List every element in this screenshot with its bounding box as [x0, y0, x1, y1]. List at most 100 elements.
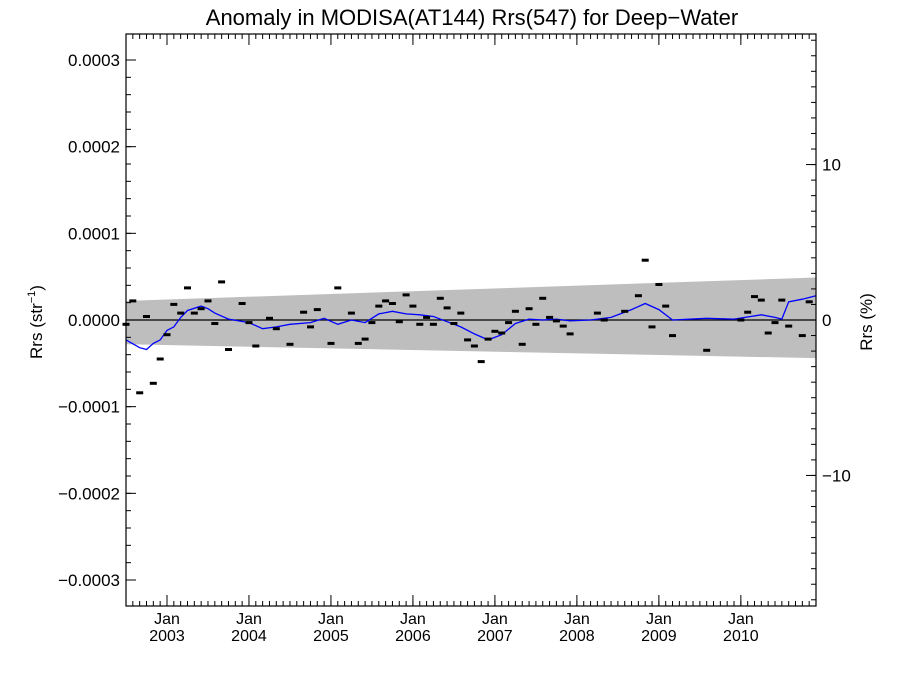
- x-tick-label-month: Jan: [318, 611, 344, 628]
- anomaly-point: [641, 258, 649, 262]
- anomaly-point: [190, 311, 198, 315]
- anomaly-point: [546, 315, 554, 319]
- anomaly-point: [245, 321, 253, 325]
- anomaly-point: [184, 286, 191, 290]
- x-tick-label-year: 2007: [477, 628, 513, 645]
- anomaly-point: [443, 306, 451, 310]
- anomaly-point: [559, 324, 567, 328]
- anomaly-point: [600, 318, 608, 322]
- y-tick-label: 0.0002: [68, 138, 120, 157]
- anomaly-point: [798, 334, 806, 338]
- anomaly-point: [286, 342, 294, 346]
- anomaly-point: [300, 310, 308, 314]
- y-tick-label: −0.0001: [58, 398, 120, 417]
- anomaly-point: [361, 337, 369, 341]
- anomaly-point: [354, 341, 362, 345]
- anomaly-point: [347, 311, 355, 315]
- anomaly-point: [197, 307, 205, 311]
- anomaly-point: [470, 344, 478, 348]
- anomaly-point: [211, 322, 219, 325]
- anomaly-point: [764, 331, 772, 335]
- anomaly-point: [129, 299, 137, 303]
- anomaly-point: [518, 342, 526, 346]
- anomaly-point: [395, 320, 403, 324]
- y-tick-label: −0.0002: [58, 484, 120, 503]
- anomaly-point: [436, 296, 444, 300]
- anomaly-point: [648, 325, 656, 329]
- y2-tick-label: 10: [822, 156, 841, 175]
- anomaly-point: [402, 293, 410, 297]
- x-tick-label-month: Jan: [728, 611, 754, 628]
- x-tick-label-year: 2006: [395, 628, 431, 645]
- x-tick-label-year: 2008: [559, 628, 595, 645]
- y2-tick-label: −10: [822, 466, 851, 485]
- x-tick-label-month: Jan: [400, 611, 426, 628]
- plot-area: [122, 258, 817, 395]
- anomaly-point: [552, 319, 560, 323]
- anomaly-point: [751, 295, 758, 299]
- x-tick-label-month: Jan: [564, 611, 590, 628]
- anomaly-point: [143, 315, 150, 318]
- anomaly-point: [375, 304, 383, 308]
- x-tick-label-month: Jan: [154, 611, 180, 628]
- anomaly-point: [566, 332, 574, 336]
- anomaly-point: [416, 322, 424, 326]
- x-tick-label-month: Jan: [646, 611, 672, 628]
- anomaly-point: [511, 309, 519, 313]
- anomaly-point: [505, 321, 513, 325]
- x-tick-label-year: 2010: [723, 628, 759, 645]
- anomaly-point: [225, 348, 232, 351]
- anomaly-point: [136, 391, 144, 395]
- anomaly-point: [655, 283, 663, 286]
- y-tick-label: 0.0000: [68, 311, 120, 330]
- anomaly-point: [388, 302, 396, 305]
- anomaly-point: [771, 321, 779, 325]
- anomaly-point: [744, 310, 752, 314]
- anomaly-point: [218, 280, 226, 284]
- anomaly-point: [450, 322, 458, 325]
- anomaly-point: [785, 324, 793, 328]
- y-axis-label-superscript: −1: [26, 291, 38, 304]
- x-tick-label-year: 2005: [313, 628, 349, 645]
- anomaly-point: [484, 337, 492, 341]
- anomaly-point: [266, 316, 273, 320]
- anomaly-point: [662, 304, 670, 308]
- uncertainty-band: [126, 277, 816, 359]
- y-axis-label-close: ): [27, 285, 46, 291]
- anomaly-point: [778, 298, 786, 302]
- anomaly-point: [149, 381, 157, 385]
- x-tick-label-year: 2009: [641, 628, 677, 645]
- anomaly-point: [593, 311, 601, 315]
- anomaly-point: [525, 307, 533, 311]
- anomaly-point: [539, 296, 547, 300]
- anomaly-point: [382, 299, 390, 303]
- anomaly-point: [327, 341, 335, 345]
- anomaly-point: [238, 302, 246, 305]
- x-tick-label-month: Jan: [236, 611, 262, 628]
- anomaly-point: [334, 286, 342, 290]
- running-mean-line: [125, 295, 817, 351]
- anomaly-point: [307, 325, 314, 329]
- anomaly-point: [170, 302, 178, 306]
- anomaly-point: [737, 318, 745, 322]
- anomaly-point: [703, 348, 711, 352]
- x-tick-label-year: 2003: [149, 628, 185, 645]
- anomaly-point: [177, 311, 185, 315]
- anomaly-point: [313, 308, 321, 312]
- anomaly-point: [368, 321, 376, 325]
- anomaly-point: [204, 299, 212, 303]
- anomaly-point: [156, 357, 164, 361]
- anomaly-point: [532, 322, 540, 326]
- anomaly-point: [163, 333, 171, 337]
- y-tick-label: 0.0001: [68, 224, 120, 243]
- anomaly-point: [457, 311, 465, 315]
- anomaly-point: [757, 298, 765, 302]
- x-tick-label-month: Jan: [482, 611, 508, 628]
- axes: 0.0003 0.0002 0.0001 0.0000 −0.0001 −0.0002 −0…: [58, 33, 851, 645]
- y-axis-label-main: Rrs (str: [27, 303, 46, 359]
- x-tick-label-year: 2004: [231, 628, 267, 645]
- anomaly-point: [272, 327, 280, 331]
- chart-title: Anomaly in MODISA(AT144) Rrs(547) for De…: [206, 5, 738, 30]
- anomaly-point: [669, 334, 676, 338]
